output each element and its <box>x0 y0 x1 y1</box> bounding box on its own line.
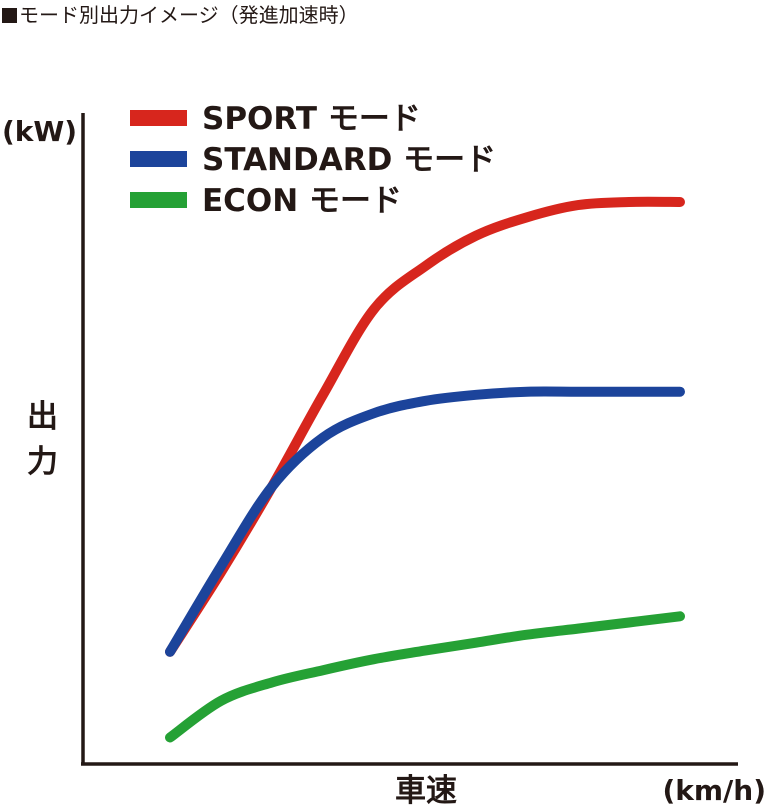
legend-swatch-standard <box>130 151 187 167</box>
legend-label-standard: STANDARD モード <box>202 142 496 178</box>
y-axis-label-char-1: 出 <box>27 399 58 435</box>
legend-swatch-econ <box>130 192 187 208</box>
title-square-icon <box>2 7 17 23</box>
page-title-text: モード別出力イメージ（発進加速時） <box>19 3 359 27</box>
legend-label-sport: SPORT モード <box>202 101 421 137</box>
series-line-sport <box>165 196 685 657</box>
series-line-econ <box>165 611 685 743</box>
x-axis-unit: (km/h) <box>662 774 766 806</box>
legend-swatch-sport <box>130 110 187 126</box>
page-title: モード別出力イメージ（発進加速時） <box>2 2 359 28</box>
y-axis-label-char-2: 力 <box>27 444 58 480</box>
y-axis-unit: (kW) <box>2 115 77 148</box>
legend-label-econ: ECON モード <box>202 183 402 219</box>
x-axis-label: 車速 <box>395 773 457 806</box>
series-line-standard <box>165 386 685 657</box>
legend: SPORT モード STANDARD モード ECON モード <box>130 101 496 219</box>
